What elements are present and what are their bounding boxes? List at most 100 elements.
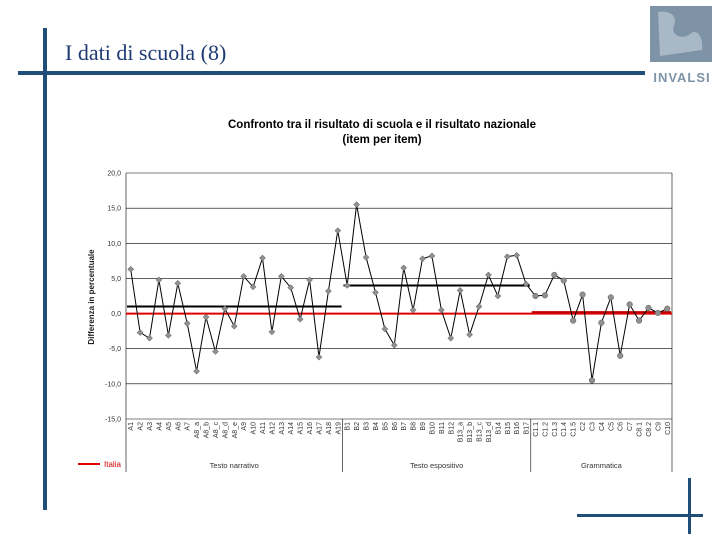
y-tick-label: 15,0 <box>107 206 121 213</box>
title-underline-bar <box>18 71 645 75</box>
slide-title: I dati di scuola (8) <box>65 40 227 65</box>
data-point <box>636 317 643 324</box>
data-point <box>466 331 473 339</box>
data-point <box>560 277 567 284</box>
x-tick-label: C9 <box>655 422 662 431</box>
data-point <box>212 348 219 355</box>
data-point <box>664 305 671 312</box>
data-point <box>485 271 492 279</box>
data-point <box>174 279 182 287</box>
data-point <box>570 317 577 324</box>
data-point <box>390 341 398 349</box>
x-tick-label: B13_d <box>486 422 493 442</box>
x-tick-label: A2 <box>138 422 145 431</box>
x-tick-label: B8 <box>411 422 418 431</box>
data-point <box>230 322 238 330</box>
data-point <box>419 255 426 263</box>
x-tick-label: B16 <box>514 422 521 435</box>
data-point <box>626 301 633 308</box>
school-series-line <box>130 204 668 381</box>
data-point <box>155 276 163 284</box>
data-point <box>249 283 257 291</box>
data-point <box>277 272 285 280</box>
x-tick-label: B1 <box>345 422 352 431</box>
data-point <box>287 284 295 291</box>
data-point <box>165 332 172 339</box>
data-point <box>183 320 191 327</box>
data-point <box>400 264 408 272</box>
data-point <box>343 282 351 289</box>
x-tick-label: A1 <box>128 422 135 431</box>
x-tick-label: A9 <box>241 422 248 431</box>
x-tick-label: C1.4 <box>561 422 568 437</box>
data-point <box>617 352 624 359</box>
x-tick-label: A5 <box>166 422 173 431</box>
data-point <box>532 292 539 300</box>
x-tick-label: B4 <box>373 422 380 431</box>
logo-map-icon <box>650 6 712 62</box>
x-tick-label: B11 <box>439 422 446 434</box>
x-tick-label: C1.2 <box>542 422 549 437</box>
data-point <box>221 305 229 313</box>
section-label: Grammatica <box>581 461 623 470</box>
y-tick-label: -5,0 <box>109 346 121 353</box>
x-tick-label: A8_d <box>222 422 229 438</box>
data-point <box>447 334 455 342</box>
data-point <box>334 227 342 234</box>
x-tick-label: C10 <box>665 422 672 435</box>
data-point <box>438 306 445 314</box>
data-point <box>146 334 153 342</box>
x-tick-label: B5 <box>382 422 389 431</box>
x-tick-label: B9 <box>420 422 427 431</box>
data-point <box>503 253 511 260</box>
data-point <box>202 313 210 321</box>
x-tick-label: B12 <box>448 422 455 435</box>
y-tick-label: -10,0 <box>105 381 121 388</box>
data-point <box>136 329 144 336</box>
x-tick-label: C5 <box>608 422 615 431</box>
invalsi-logo: INVALSI <box>650 6 714 92</box>
x-tick-label: A4 <box>156 422 163 431</box>
x-tick-label: C8.2 <box>646 422 653 437</box>
x-tick-label: A17 <box>316 422 323 435</box>
data-point <box>645 304 652 311</box>
x-tick-label: C2 <box>580 422 587 431</box>
x-tick-label: B10 <box>429 422 436 435</box>
y-tick-label: 10,0 <box>107 241 121 248</box>
data-point <box>353 201 360 208</box>
data-point <box>315 353 323 361</box>
data-point <box>475 303 483 310</box>
x-tick-label: C6 <box>618 422 625 431</box>
x-tick-label: C8.1 <box>637 422 644 437</box>
data-point <box>551 271 558 278</box>
data-point <box>372 289 379 296</box>
x-tick-label: C7 <box>627 422 634 431</box>
x-tick-label: A16 <box>307 422 314 435</box>
data-point <box>296 315 304 323</box>
x-tick-label: B2 <box>354 422 361 431</box>
data-point <box>513 251 521 259</box>
x-tick-label: A15 <box>298 422 305 435</box>
chart-subtitle: (item per item) <box>342 134 421 146</box>
x-tick-label: C1.5 <box>571 422 578 437</box>
x-tick-label: B7 <box>401 422 408 431</box>
x-tick-label: B14 <box>495 422 502 435</box>
x-tick-label: A7 <box>185 422 192 431</box>
y-tick-label: 0,0 <box>111 311 121 318</box>
x-tick-label: A19 <box>335 422 342 435</box>
x-tick-label: A8_c <box>213 422 220 438</box>
data-point <box>428 252 436 260</box>
y-tick-label: 20,0 <box>107 171 121 178</box>
data-point <box>240 272 248 280</box>
data-point <box>362 253 370 261</box>
x-tick-label: A6 <box>175 422 182 431</box>
data-point <box>127 265 135 273</box>
data-point <box>588 377 596 384</box>
x-tick-label: B6 <box>392 422 399 431</box>
y-axis-label: Differenza in percentuale <box>87 249 96 345</box>
data-point <box>456 287 464 294</box>
x-tick-label: A14 <box>288 422 295 435</box>
legend-italia-label: Italia <box>104 460 121 469</box>
x-tick-label: A12 <box>269 422 276 435</box>
